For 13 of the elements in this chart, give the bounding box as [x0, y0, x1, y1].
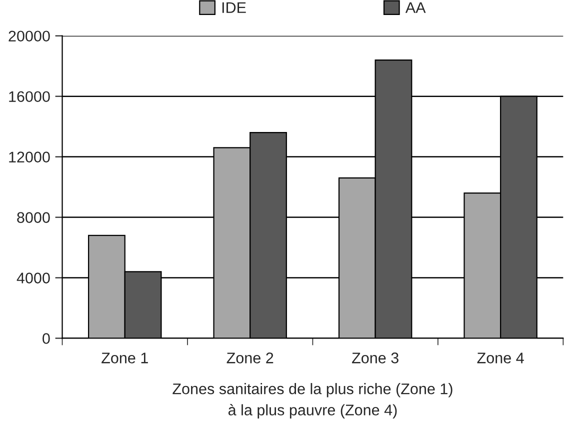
y-tick-label: 16000 [9, 91, 50, 102]
x-tick-label: Zone 4 [477, 352, 524, 364]
y-tick-label: 20000 [8, 30, 50, 42]
y-tick-label: 0 [42, 333, 50, 344]
legend-label: IDE [222, 2, 246, 13]
x-tick-label: Zone 1 [102, 352, 148, 364]
y-tick-label: 4000 [16, 272, 50, 284]
x-tick-label: Zone 3 [352, 352, 398, 364]
y-tick-label: 8000 [17, 212, 50, 223]
x-axis-title: Zones sanitaires de la plus riche (Zone 1) à la plus pauvre (Zone 4) [172, 383, 452, 418]
y-tick-label: 12000 [9, 152, 50, 162]
x-tick-label: Zone 2 [226, 352, 274, 364]
legend-label: AA [405, 2, 426, 13]
